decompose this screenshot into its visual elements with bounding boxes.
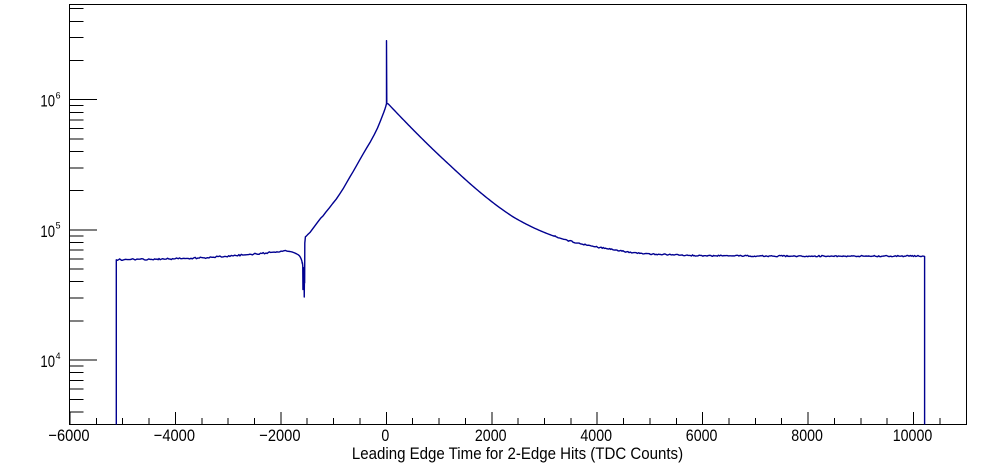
svg-text:5: 5 xyxy=(56,221,61,232)
svg-text:6: 6 xyxy=(56,91,61,102)
svg-text:10: 10 xyxy=(40,92,55,111)
svg-text:Leading Edge Time for 2-Edge H: Leading Edge Time for 2-Edge Hits (TDC C… xyxy=(352,445,683,463)
svg-text:2000: 2000 xyxy=(475,426,507,445)
svg-text:10000: 10000 xyxy=(893,426,933,445)
svg-text:−4000: −4000 xyxy=(154,426,195,445)
svg-text:6000: 6000 xyxy=(686,426,718,445)
svg-text:8000: 8000 xyxy=(791,426,823,445)
svg-text:0: 0 xyxy=(381,426,389,445)
svg-text:−6000: −6000 xyxy=(48,426,89,445)
svg-text:4: 4 xyxy=(56,351,61,362)
svg-text:4000: 4000 xyxy=(580,426,612,445)
svg-text:10: 10 xyxy=(40,222,55,241)
svg-text:−2000: −2000 xyxy=(259,426,300,445)
svg-text:10: 10 xyxy=(40,352,55,371)
